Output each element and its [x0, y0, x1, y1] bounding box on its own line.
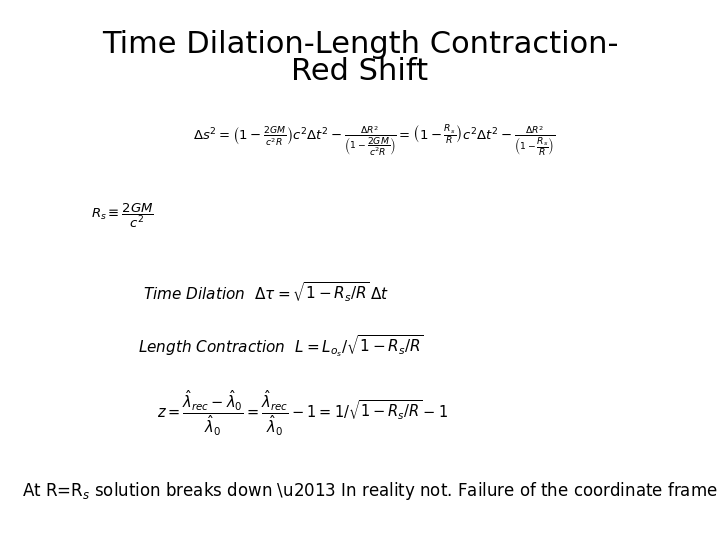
Text: $R_s \equiv \dfrac{2GM}{c^2}$: $R_s \equiv \dfrac{2GM}{c^2}$ — [91, 202, 154, 230]
Text: At R=R$_s$ solution breaks down \u2013 In reality not. Failure of the coordinate: At R=R$_s$ solution breaks down \u2013 I… — [22, 481, 717, 502]
Text: $\mathit{Length\ Contraction}\ \  L = L_{o_s} / \sqrt{1 - R_s / R}$: $\mathit{Length\ Contraction}\ \ L = L_{… — [138, 333, 423, 359]
Text: Time Dilation-Length Contraction-: Time Dilation-Length Contraction- — [102, 30, 618, 59]
Text: Red Shift: Red Shift — [292, 57, 428, 86]
Text: $\mathit{Time\ Dilation}\ \  \Delta\tau = \sqrt{1 - R_s / R}\,\Delta t$: $\mathit{Time\ Dilation}\ \ \Delta\tau =… — [143, 280, 390, 303]
Text: $z = \dfrac{\hat{\lambda}_{rec} - \hat{\lambda}_0}{\hat{\lambda}_0} = \dfrac{\ha: $z = \dfrac{\hat{\lambda}_{rec} - \hat{\… — [157, 388, 448, 438]
Text: $\Delta s^2 = \left(1 - \frac{2GM}{c^2 R}\right)c^2\Delta t^2 - \frac{\Delta R^2: $\Delta s^2 = \left(1 - \frac{2GM}{c^2 R… — [193, 123, 556, 158]
